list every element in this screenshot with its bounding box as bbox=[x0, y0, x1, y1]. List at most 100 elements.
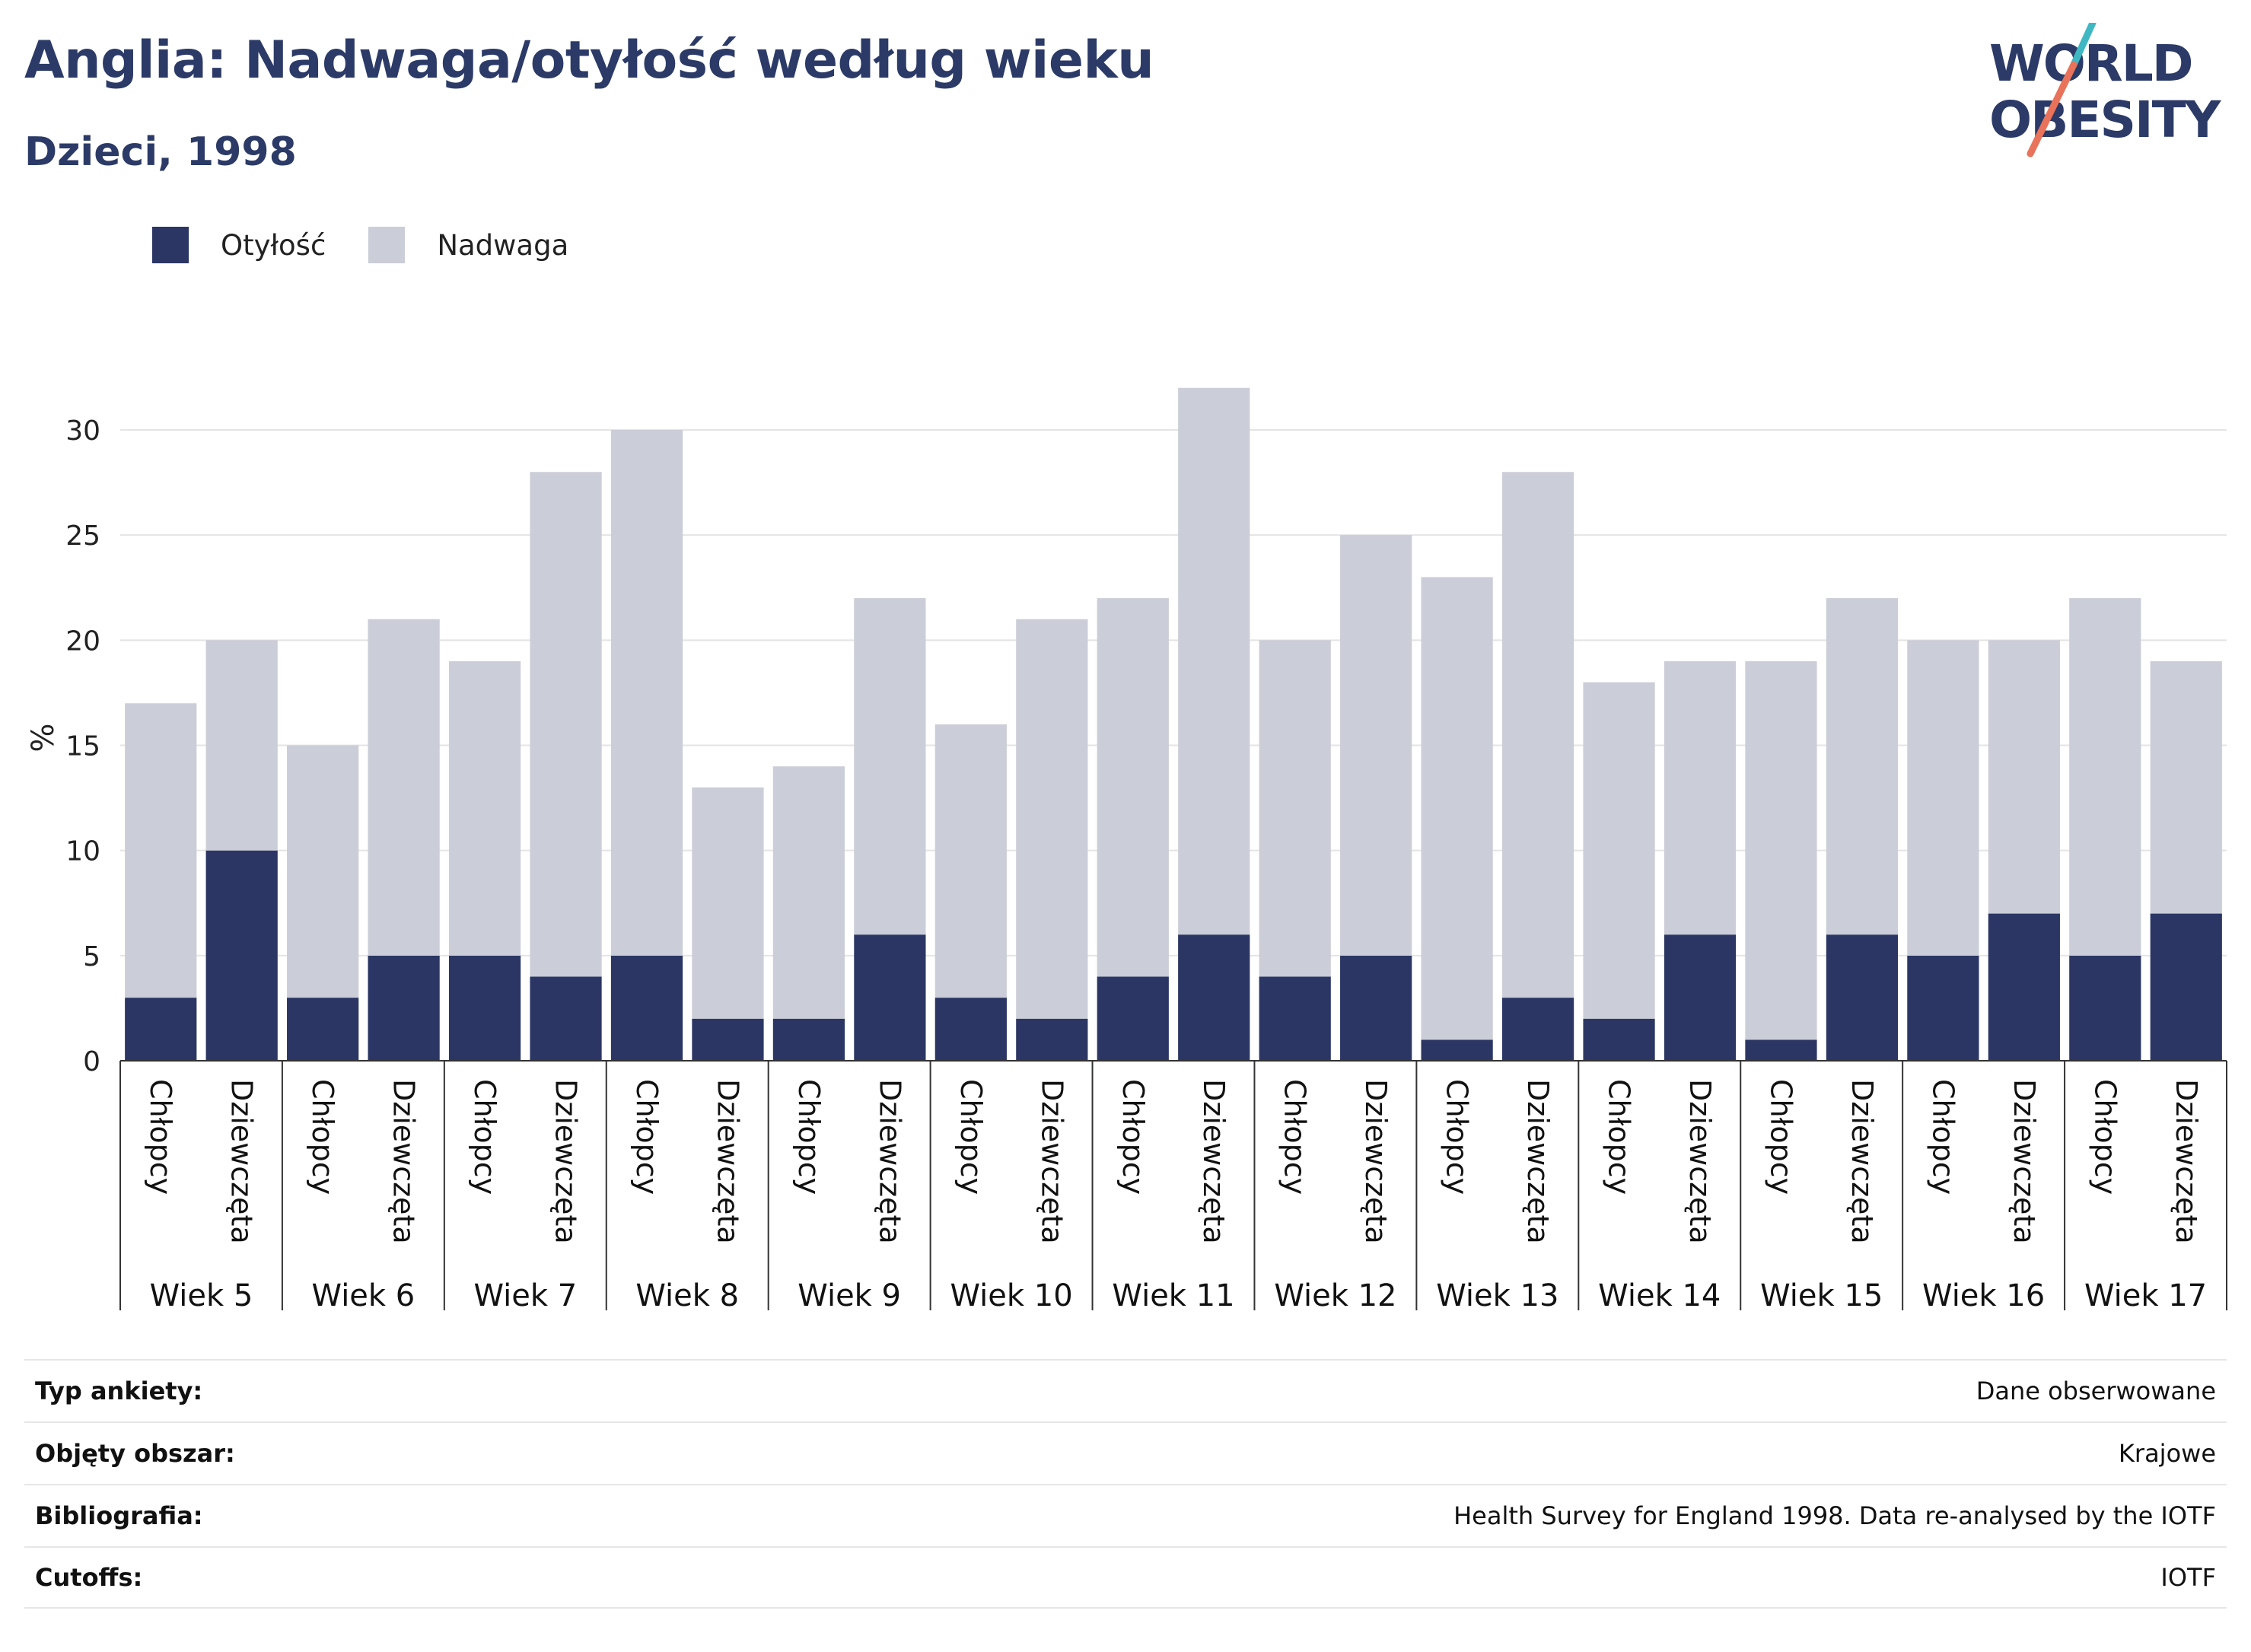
info-value: Krajowe bbox=[2118, 1439, 2216, 1468]
info-value: IOTF bbox=[2160, 1563, 2216, 1592]
chart-legend: Otyłość Nadwaga bbox=[152, 225, 611, 265]
group-label: Wiek 13 bbox=[1436, 1278, 1559, 1313]
logo-word-obesity: OBESITY bbox=[1989, 91, 2222, 149]
y-tick-label: 5 bbox=[83, 941, 100, 972]
bar-overweight bbox=[2069, 598, 2141, 956]
bar-overweight bbox=[205, 640, 278, 851]
subcategory-label: Dziewczęta bbox=[2007, 1079, 2041, 1244]
bar-obesity bbox=[854, 934, 926, 1061]
bar-overweight bbox=[1826, 598, 1899, 935]
bar-obesity bbox=[205, 850, 278, 1061]
bar-obesity bbox=[1745, 1039, 1817, 1061]
info-row-survey-type: Typ ankiety: Dane obserwowane bbox=[24, 1359, 2227, 1421]
subcategory-label: Chłopcy bbox=[1278, 1079, 1312, 1195]
subcategory-label: Dziewczęta bbox=[1035, 1079, 1068, 1244]
subcategory-label: Dziewczęta bbox=[2170, 1079, 2203, 1244]
bar-overweight bbox=[1907, 640, 1979, 956]
bar-overweight bbox=[1501, 472, 1574, 998]
bar-overweight bbox=[368, 619, 440, 956]
subcategory-label: Dziewczęta bbox=[711, 1079, 744, 1244]
bar-obesity bbox=[772, 1018, 845, 1061]
bar-obesity bbox=[692, 1018, 764, 1061]
bar-overweight bbox=[1016, 619, 1088, 1019]
bar-obesity bbox=[1340, 955, 1412, 1061]
subcategory-label: Chłopcy bbox=[792, 1079, 826, 1195]
info-row-cutoffs: Cutoffs: IOTF bbox=[24, 1546, 2227, 1609]
legend-swatch-obesity bbox=[152, 227, 189, 263]
subcategory-label: Chłopcy bbox=[1926, 1079, 1960, 1195]
bar-overweight bbox=[287, 745, 359, 998]
legend-item-obesity[interactable]: Otyłość bbox=[152, 227, 326, 263]
subcategory-label: Dziewczęta bbox=[1683, 1079, 1717, 1244]
subcategory-label: Chłopcy bbox=[954, 1079, 988, 1195]
subcategory-label: Dziewczęta bbox=[873, 1079, 906, 1244]
group-label: Wiek 16 bbox=[1922, 1278, 2045, 1313]
subcategory-label: Chłopcy bbox=[1603, 1079, 1636, 1195]
logo-slash-teal bbox=[2070, 23, 2097, 68]
bar-obesity bbox=[1097, 976, 1169, 1061]
bar-overweight bbox=[530, 472, 602, 977]
info-key: Typ ankiety: bbox=[35, 1377, 203, 1405]
legend-label-obesity: Otyłość bbox=[221, 228, 326, 262]
subcategory-label: Dziewczęta bbox=[1359, 1079, 1393, 1244]
bar-chart: 0 5 10 15 20 25 30% Wiek 5 Chłopcy Dziewczęta Wiek… bbox=[26, 387, 2227, 1313]
bar-obesity bbox=[2150, 913, 2222, 1061]
legend-swatch-overweight bbox=[368, 227, 406, 263]
group-label: Wiek 12 bbox=[1274, 1278, 1396, 1313]
info-row-bibliography: Bibliografia: Health Survey for England … bbox=[24, 1484, 2227, 1546]
bar-overweight bbox=[1583, 682, 1655, 1019]
bar-overweight bbox=[934, 724, 1007, 998]
bar-overweight bbox=[1178, 387, 1250, 935]
y-axis-label: % bbox=[26, 723, 61, 752]
logo-slash-coral bbox=[2027, 61, 2077, 158]
bar-obesity bbox=[2069, 955, 2141, 1061]
y-tick-label: 30 bbox=[65, 415, 100, 447]
subcategory-label: Dziewczęta bbox=[1197, 1079, 1231, 1244]
info-row-area: Objęty obszar: Krajowe bbox=[24, 1421, 2227, 1484]
subcategory-label: Dziewczęta bbox=[387, 1079, 421, 1244]
info-value: Dane obserwowane bbox=[1976, 1377, 2216, 1405]
bar-overweight bbox=[692, 787, 764, 1019]
bar-obesity bbox=[125, 998, 197, 1061]
bar-obesity bbox=[1826, 934, 1899, 1061]
y-tick-label: 0 bbox=[83, 1046, 100, 1077]
y-tick-label: 15 bbox=[65, 731, 100, 762]
subcategory-label: Chłopcy bbox=[630, 1079, 664, 1195]
bar-obesity bbox=[1907, 955, 1979, 1061]
group-label: Wiek 5 bbox=[150, 1278, 253, 1313]
subcategory-label: Dziewczęta bbox=[225, 1079, 259, 1244]
subcategory-label: Chłopcy bbox=[1764, 1079, 1797, 1195]
subcategory-label: Chłopcy bbox=[468, 1079, 501, 1195]
subcategory-label: Chłopcy bbox=[144, 1079, 177, 1195]
bar-obesity bbox=[1664, 934, 1737, 1061]
group-label: Wiek 17 bbox=[2084, 1278, 2207, 1313]
bar-obesity bbox=[1421, 1039, 1493, 1061]
legend-item-overweight[interactable]: Nadwaga bbox=[368, 227, 568, 263]
group-label: Wiek 9 bbox=[798, 1278, 901, 1313]
bar-obesity bbox=[1583, 1018, 1655, 1061]
bar-obesity bbox=[530, 976, 602, 1061]
bar-overweight bbox=[1097, 598, 1169, 977]
y-tick-label: 10 bbox=[65, 836, 100, 867]
subcategory-label: Dziewczęta bbox=[549, 1079, 583, 1244]
bar-obesity bbox=[287, 998, 359, 1061]
y-tick-label: 25 bbox=[65, 520, 100, 552]
bar-obesity bbox=[1988, 913, 2060, 1061]
info-table: Typ ankiety: Dane obserwowane Objęty obs… bbox=[24, 1359, 2227, 1609]
group-label: Wiek 10 bbox=[950, 1278, 1072, 1313]
bar-overweight bbox=[854, 598, 926, 935]
info-key: Cutoffs: bbox=[35, 1563, 143, 1592]
bar-overweight bbox=[1340, 535, 1412, 956]
logo-word-world: WORLD bbox=[1989, 34, 2192, 93]
bar-overweight bbox=[1745, 660, 1817, 1040]
group-label: Wiek 11 bbox=[1112, 1278, 1234, 1313]
group-label: Wiek 14 bbox=[1598, 1278, 1721, 1313]
bar-overweight bbox=[2150, 660, 2222, 914]
subcategory-label: Chłopcy bbox=[2088, 1079, 2122, 1195]
subcategory-label: Dziewczęta bbox=[1845, 1079, 1879, 1244]
group-label: Wiek 7 bbox=[473, 1278, 577, 1313]
bar-overweight bbox=[125, 703, 197, 998]
chart-title: Anglia: Nadwaga/otyłość według wieku bbox=[24, 30, 1154, 91]
bar-obesity bbox=[1016, 1018, 1088, 1061]
y-tick-label: 20 bbox=[65, 625, 100, 657]
